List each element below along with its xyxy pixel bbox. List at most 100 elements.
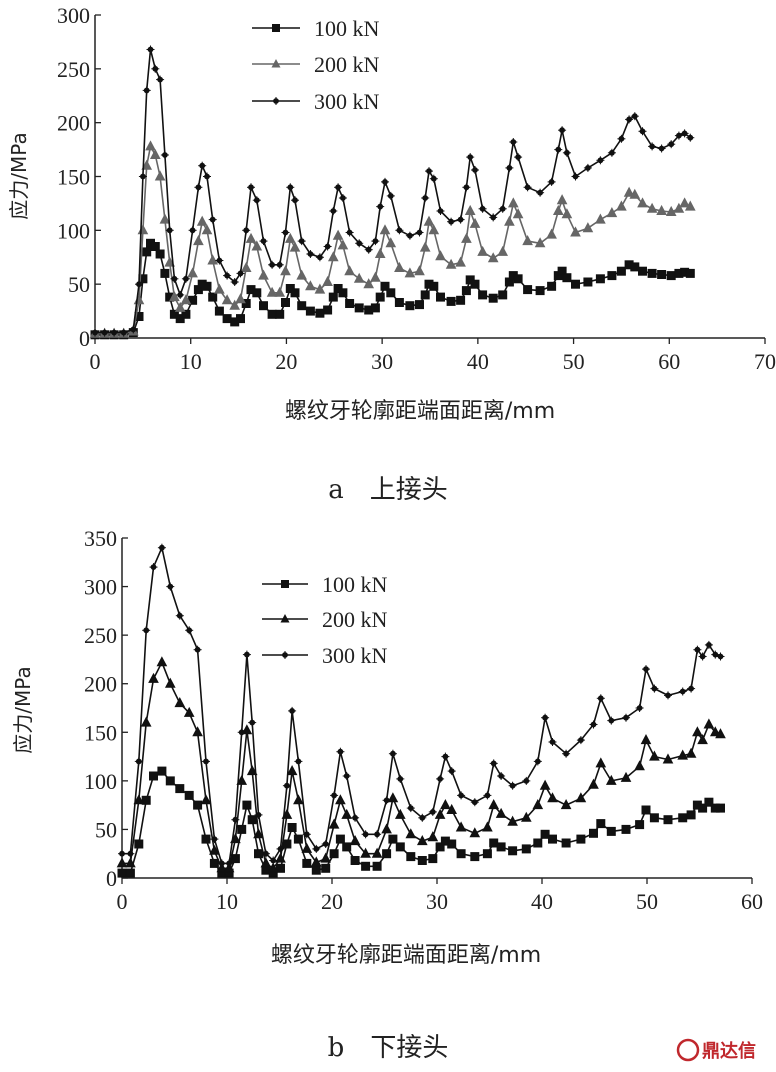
chart-b-series-0-point xyxy=(589,828,598,838)
chart-a-series-1-point xyxy=(207,255,218,265)
chart-b-legend: 100 kN 200 kN 300 kN xyxy=(262,572,388,668)
chart-a-series-1-point xyxy=(553,205,564,215)
chart-b-series-0-point xyxy=(193,800,203,810)
chart-b-x-tick-label: 60 xyxy=(741,889,763,914)
chart-b-series-1-point xyxy=(395,809,406,819)
chart-b-series-1-point xyxy=(547,792,558,803)
chart-a-legend-item-100kn: 100 kN xyxy=(252,16,380,41)
chart-a-series-0-point xyxy=(470,279,480,289)
chart-a-series-1-point xyxy=(420,242,431,252)
chart-a-series xyxy=(90,45,696,340)
chart-a-series-2-point xyxy=(562,148,572,158)
chart-a-series-0-point xyxy=(446,296,456,306)
chart-b-y-tick-label: 100 xyxy=(84,769,117,794)
chart-a-series-0-point xyxy=(488,293,498,303)
chart-a-series-2-point xyxy=(405,231,415,241)
chart-a-series-2-point xyxy=(513,152,523,162)
chart-b-series-1-point xyxy=(595,757,606,768)
chart-a-series-2-point xyxy=(338,193,348,203)
chart-a-series-2-point xyxy=(267,260,277,270)
chart-b-series-1-point xyxy=(381,823,392,834)
chart-b-series-0-point xyxy=(576,834,586,844)
chart-a-series-2-point xyxy=(415,228,424,237)
chart-b-series-2-point xyxy=(335,747,345,757)
chart-a-series-1-point xyxy=(354,273,365,283)
chart-a-series-1-point xyxy=(424,216,434,226)
chart-b-series-2-point xyxy=(482,790,492,800)
chart-a-series-1-point xyxy=(214,284,225,294)
chart-a-series-2-point xyxy=(504,163,514,173)
chart-b-series-1-point xyxy=(335,794,346,805)
chart-a-series-0-point xyxy=(305,306,315,316)
chart-a-series-1-point xyxy=(647,203,658,213)
chart-a-series-1-point xyxy=(557,194,568,205)
chart-a-series-1-point xyxy=(461,233,472,243)
chart-b-series-2-point xyxy=(428,807,438,817)
chart-a-series-0-point xyxy=(290,288,300,298)
chart-b: 0 10 20 30 40 50 60 0 50 100 150 200 250 300 350 100 … xyxy=(11,526,763,1063)
chart-a-series-1-point xyxy=(546,229,557,239)
chart-b-series-0-point xyxy=(663,815,673,825)
chart-b-series-2-point xyxy=(157,543,167,553)
chart-a-series-2-point xyxy=(281,228,290,237)
chart-a-series-0-point xyxy=(354,303,364,313)
chart-b-series-0-point xyxy=(540,829,550,839)
chart-b-series-0-point xyxy=(149,771,158,781)
chart-b-y-tick-label: 0 xyxy=(106,866,117,891)
chart-a-series-1-point xyxy=(258,270,269,280)
chart-b-series-0-point xyxy=(184,790,194,800)
chart-a-series-2-point xyxy=(142,85,152,95)
chart-b-series-2-point xyxy=(447,766,457,776)
chart-b-series-2-point xyxy=(388,749,398,759)
chart-a-series-2-point xyxy=(252,195,262,205)
chart-b-series-2-point xyxy=(395,774,405,784)
chart-b-series-2-point xyxy=(435,774,445,784)
chart-b-y-tick-label: 300 xyxy=(84,575,117,600)
chart-b-series-0-point xyxy=(134,839,144,849)
chart-a-series-0-point xyxy=(523,285,533,295)
chart-a-series-1-point xyxy=(337,239,348,250)
chart-b-series-0-point xyxy=(388,834,398,844)
chart-a-series-0-point xyxy=(267,309,277,319)
chart-b-series-0-point xyxy=(470,852,480,862)
chart-a-series-0-point xyxy=(535,286,545,296)
chart-a-series-2-point xyxy=(146,45,155,54)
chart-a-series-1-point xyxy=(193,235,204,246)
chart-a-series-0-point xyxy=(607,271,617,281)
chart-a-series-0-point xyxy=(638,266,647,276)
chart-a-series-1-point xyxy=(333,230,344,240)
chart-b-series-1-point xyxy=(301,843,312,853)
chart-b-series-2-point xyxy=(382,795,392,805)
chart-a-series-0-point xyxy=(328,292,338,302)
chart-b-series-1-point xyxy=(405,828,416,839)
chart-a-series-2-point xyxy=(328,206,338,216)
chart-b-series-2-point xyxy=(117,849,127,859)
chart-a-series-2-point xyxy=(456,215,466,225)
chart-a-series-1-point xyxy=(145,140,156,151)
chart-b-series-0-point xyxy=(428,854,438,864)
chart-b-series-0-point xyxy=(635,820,645,830)
chart-b-series-2-point xyxy=(686,684,696,694)
chart-b-series-2-point xyxy=(663,690,673,700)
watermark-text: 鼎达信 xyxy=(702,1040,756,1062)
chart-a-series-1-point xyxy=(202,224,212,235)
chart-a-series-2-point xyxy=(553,145,563,155)
chart-b-series-1-point xyxy=(341,809,352,819)
chart-b-series-line-0 xyxy=(122,770,721,874)
chart-b-series-line-1 xyxy=(122,661,721,870)
chart-a-series-0-point xyxy=(415,300,424,310)
chart-a-series-2-point xyxy=(508,137,518,147)
chart-b-series-0-point xyxy=(311,865,321,875)
chart-b-series-1-point xyxy=(588,779,599,789)
chart-a-series-1-point xyxy=(504,216,515,226)
chart-b-series-0-point xyxy=(508,846,518,856)
chart-b-series-0-point xyxy=(521,844,531,854)
chart-a-series-0-point xyxy=(456,295,466,305)
chart-b-series-0-point xyxy=(242,800,252,810)
chart-a-series-0-point xyxy=(297,301,307,311)
chart-a-series-0-point xyxy=(208,292,218,302)
chart-b-x-tick-label: 20 xyxy=(321,889,343,914)
chart-b-series-1-point xyxy=(488,799,499,810)
chart-b-series-0-point xyxy=(382,849,392,859)
